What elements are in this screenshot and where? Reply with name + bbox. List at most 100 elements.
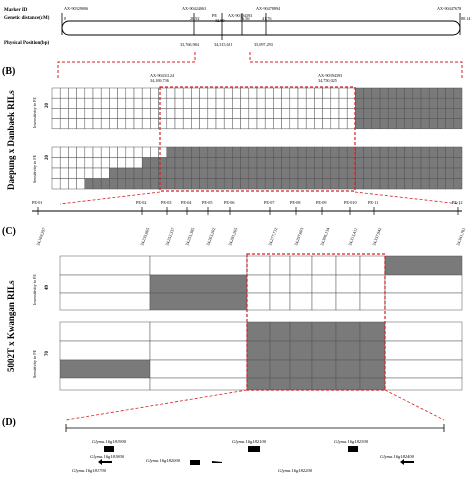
genotype-cell xyxy=(330,108,340,119)
genotype-cell-filled xyxy=(281,167,291,179)
genotype-cell xyxy=(305,118,315,130)
gene-arrow-left xyxy=(98,459,112,465)
genotype-cell xyxy=(330,118,340,130)
genotype-cell-filled xyxy=(420,108,430,119)
genotype-cell-filled xyxy=(445,146,455,158)
genotype-cell-filled xyxy=(149,292,248,311)
genotype-cell xyxy=(281,108,291,119)
marker-id: PE-04 xyxy=(181,200,192,205)
genotype-cell-filled xyxy=(297,146,307,158)
genetic-distance: 80.14 xyxy=(461,16,471,21)
gene-block xyxy=(190,460,200,465)
marker-set-c: PE-01 34,169,297 PE-02 34,235,665 PE-03 34,25… xyxy=(32,200,467,247)
genotype-cell xyxy=(269,292,291,311)
genotype-cell xyxy=(100,87,110,99)
marker-position: 34,263,202 xyxy=(205,227,217,247)
genotype-cell xyxy=(174,87,184,99)
zoom-line xyxy=(59,191,161,205)
marker-id-label: Marker ID xyxy=(4,8,28,13)
genotype-cell-filled xyxy=(109,167,118,179)
genotype-cell xyxy=(84,108,94,119)
genotype-cell xyxy=(109,118,118,130)
genotype-cell xyxy=(314,87,323,99)
genotype-cell-filled xyxy=(355,108,364,119)
marker-position: 34,297,603 xyxy=(293,227,305,247)
genotype-cell xyxy=(289,118,299,130)
genotype-cell-filled xyxy=(273,167,282,179)
genotype-cell xyxy=(281,87,291,99)
genotype-cell-filled xyxy=(371,178,381,190)
genotype-cell-filled xyxy=(174,178,184,190)
genotype-cell-filled xyxy=(379,157,389,169)
gene-block xyxy=(104,446,114,452)
genotype-cell-filled xyxy=(346,178,356,190)
genotype-cell-filled xyxy=(355,118,364,130)
genotype-cell xyxy=(346,118,356,130)
genotype-cell-filled xyxy=(437,167,446,179)
genotype-cell-filled xyxy=(359,340,386,361)
genotype-cell xyxy=(174,118,184,130)
genotype-cell-filled xyxy=(379,178,389,190)
genotype-cell-filled xyxy=(330,167,340,179)
genotype-cell-filled xyxy=(387,118,397,130)
genotype-cell-filled xyxy=(269,377,291,391)
genotype-cell xyxy=(207,87,217,99)
genotype-cell-filled xyxy=(445,87,455,99)
genotype-cell xyxy=(100,146,110,158)
genotype-cell-filled xyxy=(166,157,176,169)
genotype-cell-filled xyxy=(412,108,422,119)
genotype-cell-filled xyxy=(404,167,414,179)
genotype-cell xyxy=(141,87,151,99)
genotype-cell-filled xyxy=(223,157,233,169)
genotype-cell-filled xyxy=(240,167,250,179)
genotype-cell xyxy=(297,118,307,130)
genotype-cell-filled xyxy=(289,178,299,190)
genotype-cell xyxy=(149,377,248,391)
genotype-cell-filled xyxy=(445,157,455,169)
genotype-cell-filled xyxy=(289,340,313,361)
panel-b: (B) Daepung x Danbaek RILs AX-90431124 3… xyxy=(2,52,463,192)
genotype-cell xyxy=(92,118,102,130)
genotype-cell xyxy=(76,97,86,109)
genotype-cell-filled xyxy=(453,157,463,169)
genotype-cell-filled xyxy=(166,167,176,179)
marker-id: AX-90329006 xyxy=(64,6,88,11)
genotype-cell-filled xyxy=(166,146,176,158)
genotype-cell xyxy=(51,167,61,179)
gene-label: Glyma.16g181900 xyxy=(92,439,127,444)
genotype-cell-filled xyxy=(232,157,241,169)
genotype-cell xyxy=(256,108,266,119)
candidate-region-c xyxy=(246,253,386,391)
genotype-cell xyxy=(51,157,61,169)
genotype-cell-filled xyxy=(387,167,397,179)
flank-right-id: AX-90394393 xyxy=(318,73,342,78)
genotype-cell-filled xyxy=(371,167,381,179)
genotype-cell xyxy=(51,97,61,109)
genotype-cell-filled xyxy=(379,167,389,179)
genotype-cell-filled xyxy=(100,178,110,190)
sensitive-label: Sensitivity to PE xyxy=(32,154,37,183)
genotype-cell xyxy=(269,274,291,294)
marker-id: PE-05 xyxy=(202,200,212,205)
genotype-cell xyxy=(199,118,209,130)
genotype-cell xyxy=(346,97,356,109)
genotype-cell-filled xyxy=(289,157,299,169)
genotype-cell-filled xyxy=(420,118,430,130)
gene-label: Glyma.16g182200 xyxy=(278,468,313,473)
genotype-cell xyxy=(305,108,315,119)
genotype-cell xyxy=(84,146,94,158)
genotype-cell xyxy=(199,97,209,109)
genotype-cell-filled xyxy=(248,157,258,169)
genotype-cell xyxy=(141,146,151,158)
genotype-cell-filled xyxy=(248,146,258,158)
genotype-cell-filled xyxy=(404,157,414,169)
genotype-cell xyxy=(68,167,77,179)
genotype-cell xyxy=(149,255,248,276)
genotype-cell-filled xyxy=(92,178,102,190)
genotype-cell xyxy=(346,87,356,99)
genotype-cell xyxy=(182,108,192,119)
genotype-cell xyxy=(117,146,127,158)
gene-label: Glyma.16g181800 xyxy=(90,454,125,459)
genotype-cell xyxy=(133,146,143,158)
